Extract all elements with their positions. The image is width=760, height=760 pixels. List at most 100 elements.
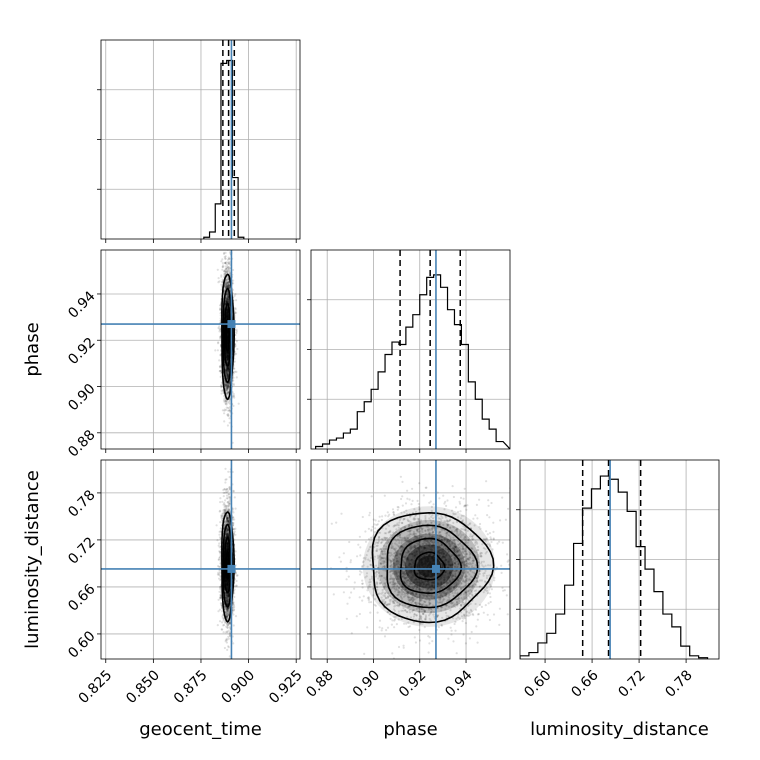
- sample-point: [228, 633, 231, 636]
- sample-point: [232, 282, 235, 285]
- sample-point: [227, 548, 230, 551]
- sample-point: [226, 315, 229, 318]
- sample-point: [233, 360, 236, 363]
- sample-point: [226, 351, 229, 354]
- sample-point: [225, 375, 229, 378]
- sample-point: [227, 367, 230, 370]
- sample-point: [225, 529, 228, 532]
- sample-point: [226, 517, 229, 520]
- sample-point: [226, 297, 229, 300]
- sample-point: [227, 646, 230, 649]
- sample-point: [225, 301, 228, 304]
- sample-point: [226, 357, 229, 361]
- sample-point: [220, 389, 223, 392]
- sample-point: [226, 285, 229, 288]
- sample-point: [226, 593, 229, 597]
- sample-point: [222, 503, 225, 506]
- sample-point: [226, 293, 229, 296]
- sample-point: [226, 580, 229, 583]
- sample-point: [231, 524, 234, 527]
- sample-point: [225, 281, 228, 284]
- sample-point: [225, 614, 228, 618]
- sample-point: [226, 517, 229, 520]
- sample-point: [227, 611, 230, 615]
- panel-geocent_time-luminosity_distance: 0.825 0.850 0.875 0.900 0.9250.600.660.720.7…: [65, 459, 306, 707]
- sample-point: [225, 615, 228, 618]
- sample-point: [224, 608, 227, 612]
- sample-point: [226, 315, 229, 318]
- sample-point: [226, 373, 230, 377]
- sample-point: [227, 595, 230, 598]
- sample-point: [225, 358, 229, 361]
- sample-point: [225, 285, 228, 289]
- sample-point: [226, 298, 229, 301]
- sample-point: [226, 529, 229, 532]
- sample-point: [223, 409, 226, 412]
- sample-point: [225, 368, 229, 371]
- sample-point: [225, 598, 229, 601]
- sample-point: [221, 265, 224, 268]
- sample-point: [227, 594, 231, 597]
- sample-point: [224, 255, 227, 258]
- sample-point: [227, 594, 230, 597]
- sample-point: [219, 596, 222, 600]
- sample-point: [235, 574, 238, 577]
- sample-point: [219, 371, 223, 374]
- sample-point: [235, 299, 238, 302]
- sample-point: [218, 510, 221, 513]
- sample-point: [227, 580, 230, 583]
- sample-point: [226, 517, 229, 520]
- sample-point: [226, 600, 229, 604]
- sample-point: [226, 517, 229, 520]
- sample-point: [228, 285, 231, 288]
- sample-point: [226, 583, 229, 586]
- sample-point: [227, 262, 231, 265]
- sample-point: [223, 646, 226, 650]
- sample-point: [227, 369, 230, 372]
- sample-point: [226, 609, 229, 613]
- sample-point: [219, 369, 222, 372]
- sample-point: [219, 595, 223, 598]
- sample-point: [227, 534, 230, 538]
- sample-point: [226, 309, 229, 312]
- sample-point: [225, 373, 228, 376]
- panel-content: [101, 460, 300, 659]
- sample-point: [225, 388, 228, 391]
- sample-point: [225, 294, 228, 297]
- sample-point: [227, 366, 230, 369]
- sample-point: [224, 369, 227, 372]
- sample-point: [220, 283, 223, 286]
- sample-point: [226, 529, 229, 532]
- sample-point: [219, 551, 222, 554]
- x-tick-label: 0.60: [521, 667, 554, 700]
- sample-point: [224, 368, 227, 371]
- sample-point: [225, 506, 228, 509]
- sample-point: [225, 297, 228, 300]
- sample-point: [224, 285, 227, 288]
- sample-point: [226, 583, 229, 586]
- sample-point: [226, 372, 230, 375]
- sample-point: [226, 295, 229, 298]
- sample-point: [227, 351, 230, 354]
- sample-point: [219, 501, 222, 504]
- sample-point: [227, 301, 230, 304]
- sample-point: [227, 300, 230, 303]
- sample-point: [226, 376, 229, 379]
- sample-point: [226, 630, 229, 633]
- sample-point: [226, 298, 229, 301]
- sample-point: [225, 532, 228, 535]
- sample-point: [226, 599, 229, 602]
- sample-point: [232, 279, 235, 282]
- sample-point: [222, 252, 226, 255]
- sample-point: [226, 332, 229, 336]
- sample-point: [221, 385, 224, 388]
- sample-point: [226, 353, 229, 356]
- sample-point: [227, 262, 230, 265]
- sample-point: [234, 344, 237, 347]
- sample-point: [226, 366, 229, 369]
- sample-point: [223, 288, 226, 291]
- sample-point: [220, 392, 223, 395]
- sample-point: [221, 390, 224, 393]
- sample-point: [227, 629, 230, 632]
- sample-point: [225, 494, 229, 497]
